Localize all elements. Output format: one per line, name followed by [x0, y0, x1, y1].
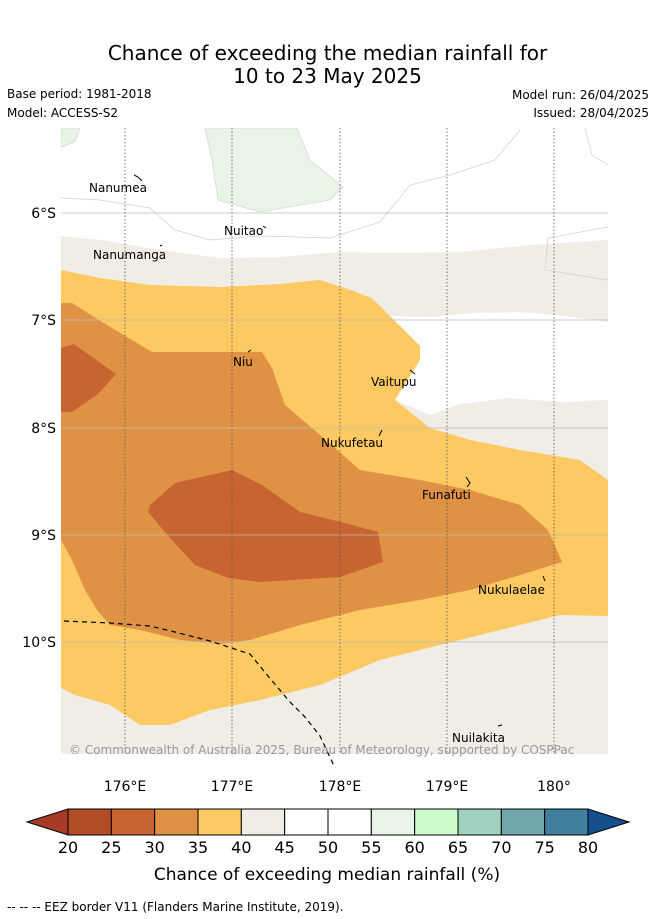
- colorbar-under-arrow: [25, 808, 69, 836]
- model-name: Model: ACCESS-S2: [7, 106, 119, 120]
- issued-date: Issued: 28/04/2025: [533, 106, 649, 120]
- lon-tick-label: 178°E: [319, 779, 362, 795]
- colorbar-tick-label: 40: [231, 838, 251, 857]
- longitude-gridlines: [124, 128, 555, 754]
- island-labels: Nanumea Nuitao Nanumanga Niu Vaitupu Nuk…: [89, 181, 545, 745]
- island-label: Nanumanga: [93, 248, 166, 262]
- lat-tick-label: 10°S: [22, 635, 56, 651]
- colorbar-tick-label: 50: [318, 838, 338, 857]
- map-title-line2: 10 to 23 May 2025: [233, 64, 422, 88]
- colorbar-tick-label: 75: [534, 838, 554, 857]
- island-label: Funafuti: [422, 488, 471, 502]
- latitude-gridlines: [61, 212, 608, 643]
- rainfall-probability-map: [61, 128, 608, 754]
- lon-tick-label: 177°E: [211, 779, 254, 795]
- colorbar-tick-label: 25: [101, 838, 121, 857]
- lon-tick-label: 180°: [537, 779, 571, 795]
- colorbar-segment: [457, 808, 502, 836]
- longitude-tick-labels: 176°E 177°E 178°E 179°E 180°: [104, 779, 571, 795]
- colorbar-tick-label: 65: [448, 838, 468, 857]
- lat-tick-label: 6°S: [31, 206, 56, 222]
- colorbar-segment: [240, 808, 286, 836]
- colorbar-tick-label: 60: [404, 838, 424, 857]
- eez-footnote: -- -- -- EEZ border V11 (Flanders Marine…: [7, 900, 344, 914]
- lon-tick-label: 176°E: [104, 779, 147, 795]
- lon-tick-label: 179°E: [426, 779, 469, 795]
- colorbar-title: Chance of exceeding median rainfall (%): [154, 865, 500, 885]
- colorbar-segment: [110, 808, 156, 836]
- eez-border-line: [63, 620, 336, 769]
- colorbar-segment: [500, 808, 546, 836]
- colorbar-over-arrow: [587, 808, 631, 836]
- colorbar: 20 25 30 35 40 45 50 55 60 65 70 75 80 Chance of exc…: [25, 808, 631, 885]
- island-label: Niu: [233, 355, 253, 369]
- island-label: Nanumea: [89, 181, 147, 195]
- colorbar-segment: [67, 808, 112, 836]
- colorbar-segment: [544, 808, 589, 836]
- lat-tick-label: 7°S: [31, 313, 56, 329]
- lat-tick-label: 9°S: [31, 528, 56, 544]
- map-title-line1: Chance of exceeding the median rainfall …: [107, 41, 548, 65]
- colorbar-tick-label: 80: [578, 838, 598, 857]
- island-label: Nukufetau: [321, 436, 383, 450]
- colorbar-tick-label: 20: [58, 838, 78, 857]
- colorbar-frame: [67, 808, 589, 836]
- colorbar-segment: [154, 808, 199, 836]
- island-label: Nuitao: [224, 224, 263, 238]
- base-period: Base period: 1981-2018: [7, 87, 152, 101]
- colorbar-segment: [370, 808, 416, 836]
- lat-tick-label: 8°S: [31, 421, 56, 437]
- colorbar-tick-label: 55: [361, 838, 381, 857]
- colorbar-tick-label: 35: [188, 838, 208, 857]
- latitude-tick-labels: 6°S 7°S 8°S 9°S 10°S: [22, 206, 56, 651]
- island-label: Vaitupu: [371, 375, 417, 389]
- colorbar-tick-label: 30: [144, 838, 164, 857]
- colorbar-segment: [284, 808, 329, 836]
- copyright-notice: © Commonwealth of Australia 2025, Bureau…: [69, 743, 574, 757]
- colorbar-segment: [414, 808, 459, 836]
- colorbar-segment: [197, 808, 242, 836]
- island-label: Nuilakita: [452, 731, 505, 745]
- colorbar-tick-label: 70: [491, 838, 511, 857]
- colorbar-segment: [327, 808, 372, 836]
- island-shapes: [133, 174, 546, 727]
- model-run: Model run: 26/04/2025: [511, 88, 649, 102]
- island-label: Nukulaelae: [478, 583, 545, 597]
- colorbar-tick-label: 45: [274, 838, 294, 857]
